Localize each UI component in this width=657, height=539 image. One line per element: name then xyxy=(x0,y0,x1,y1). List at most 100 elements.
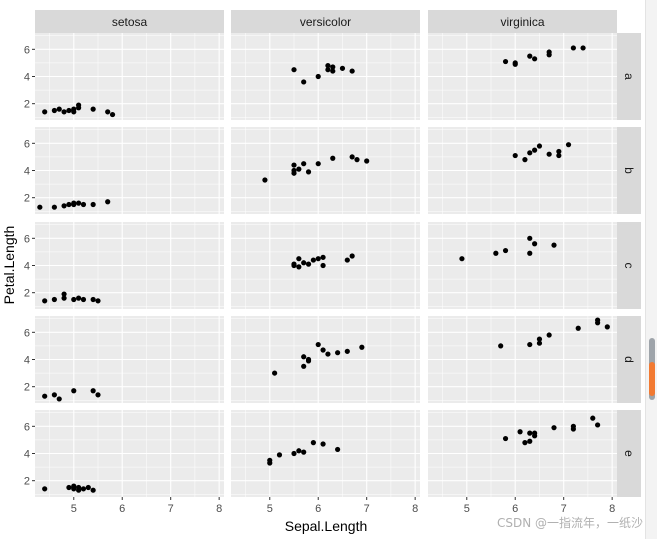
facet-strip-versicolor xyxy=(231,10,420,33)
facet-label-row-c: c xyxy=(622,263,636,269)
data-point xyxy=(296,448,302,454)
data-point xyxy=(536,340,543,346)
data-point xyxy=(42,486,48,492)
data-point xyxy=(551,242,557,248)
scrollbar-thumb-accent xyxy=(649,362,655,396)
data-point xyxy=(364,158,370,164)
data-point xyxy=(320,254,326,260)
data-point xyxy=(546,151,552,157)
data-point xyxy=(272,370,278,376)
x-tick-label: 8 xyxy=(412,503,418,515)
y-tick-label: 4 xyxy=(24,449,30,461)
data-point xyxy=(536,336,543,342)
data-point xyxy=(71,388,77,394)
data-point xyxy=(570,423,576,429)
data-point xyxy=(42,393,48,399)
data-point xyxy=(291,167,297,174)
data-point xyxy=(90,201,96,208)
data-point xyxy=(320,262,326,269)
data-point xyxy=(502,247,509,254)
facet-strip-row-d xyxy=(617,316,641,403)
y-tick-label: 2 xyxy=(24,99,30,111)
data-point xyxy=(344,348,350,354)
x-tick-label: 6 xyxy=(119,503,125,515)
facet-label-row-b: b xyxy=(622,167,636,174)
data-point xyxy=(301,363,307,369)
data-point xyxy=(76,487,82,493)
data-point xyxy=(325,67,331,73)
data-point xyxy=(76,200,82,206)
facet-label-row-e: e xyxy=(622,450,636,457)
data-point xyxy=(330,68,336,74)
facet-strip-row-b xyxy=(617,127,641,214)
data-point xyxy=(51,204,57,210)
data-point xyxy=(335,446,341,453)
data-point xyxy=(493,250,499,256)
data-point xyxy=(315,341,321,348)
data-point xyxy=(267,457,273,463)
data-point xyxy=(61,109,67,115)
data-point xyxy=(296,166,302,172)
x-tick-label: 7 xyxy=(561,503,567,515)
y-axis-title: Petal.Length xyxy=(1,226,17,305)
data-point xyxy=(301,161,307,167)
data-point xyxy=(532,56,538,62)
data-point xyxy=(56,396,62,402)
vertical-scrollbar[interactable] xyxy=(645,0,657,539)
data-point xyxy=(301,79,307,85)
data-point xyxy=(512,152,518,159)
data-point xyxy=(315,256,321,262)
data-point xyxy=(51,296,57,303)
data-point xyxy=(310,440,316,446)
data-point xyxy=(527,438,533,444)
facet-strip-row-e xyxy=(617,410,641,497)
data-point xyxy=(339,65,346,71)
x-tick-label: 8 xyxy=(609,503,615,515)
data-point xyxy=(109,111,116,118)
data-point xyxy=(71,483,77,489)
x-tick-label: 5 xyxy=(71,503,77,515)
data-point xyxy=(37,204,43,210)
data-point xyxy=(459,256,465,262)
x-axis-title: Sepal.Length xyxy=(285,518,368,534)
x-tick-label: 7 xyxy=(168,503,174,515)
x-tick-label: 6 xyxy=(315,503,321,515)
y-tick-label: 6 xyxy=(24,44,30,56)
y-tick-label: 2 xyxy=(24,288,30,300)
data-point xyxy=(80,296,87,303)
x-tick-label: 6 xyxy=(512,503,518,515)
data-point xyxy=(325,351,331,357)
data-point xyxy=(517,429,523,435)
data-point xyxy=(522,157,528,163)
data-point xyxy=(556,152,562,159)
watermark-text: CSDN @一指流年，一纸沙 xyxy=(496,516,643,530)
data-point xyxy=(498,343,504,349)
data-point xyxy=(551,425,557,431)
data-point xyxy=(276,452,283,458)
data-point xyxy=(580,45,586,51)
facet-strip-setosa xyxy=(35,10,224,33)
data-point xyxy=(595,317,601,323)
y-tick-label: 2 xyxy=(24,476,30,488)
data-point xyxy=(335,350,341,356)
data-point xyxy=(502,435,509,442)
data-point xyxy=(66,201,72,208)
data-point xyxy=(90,296,96,303)
data-point xyxy=(85,484,91,491)
y-tick-label: 4 xyxy=(24,166,30,178)
data-point xyxy=(301,449,307,455)
data-point xyxy=(527,150,533,156)
data-point xyxy=(71,106,77,112)
data-point xyxy=(56,106,62,112)
facet-strip-virginica xyxy=(428,10,617,33)
y-tick-label: 2 xyxy=(24,193,30,205)
y-tick-label: 4 xyxy=(24,355,30,367)
x-tick-label: 5 xyxy=(267,503,273,515)
data-point xyxy=(305,169,312,175)
data-point xyxy=(315,73,321,80)
data-point xyxy=(291,67,297,73)
data-point xyxy=(90,388,96,394)
data-point xyxy=(61,295,67,301)
data-point xyxy=(105,199,111,205)
data-point xyxy=(76,102,82,108)
